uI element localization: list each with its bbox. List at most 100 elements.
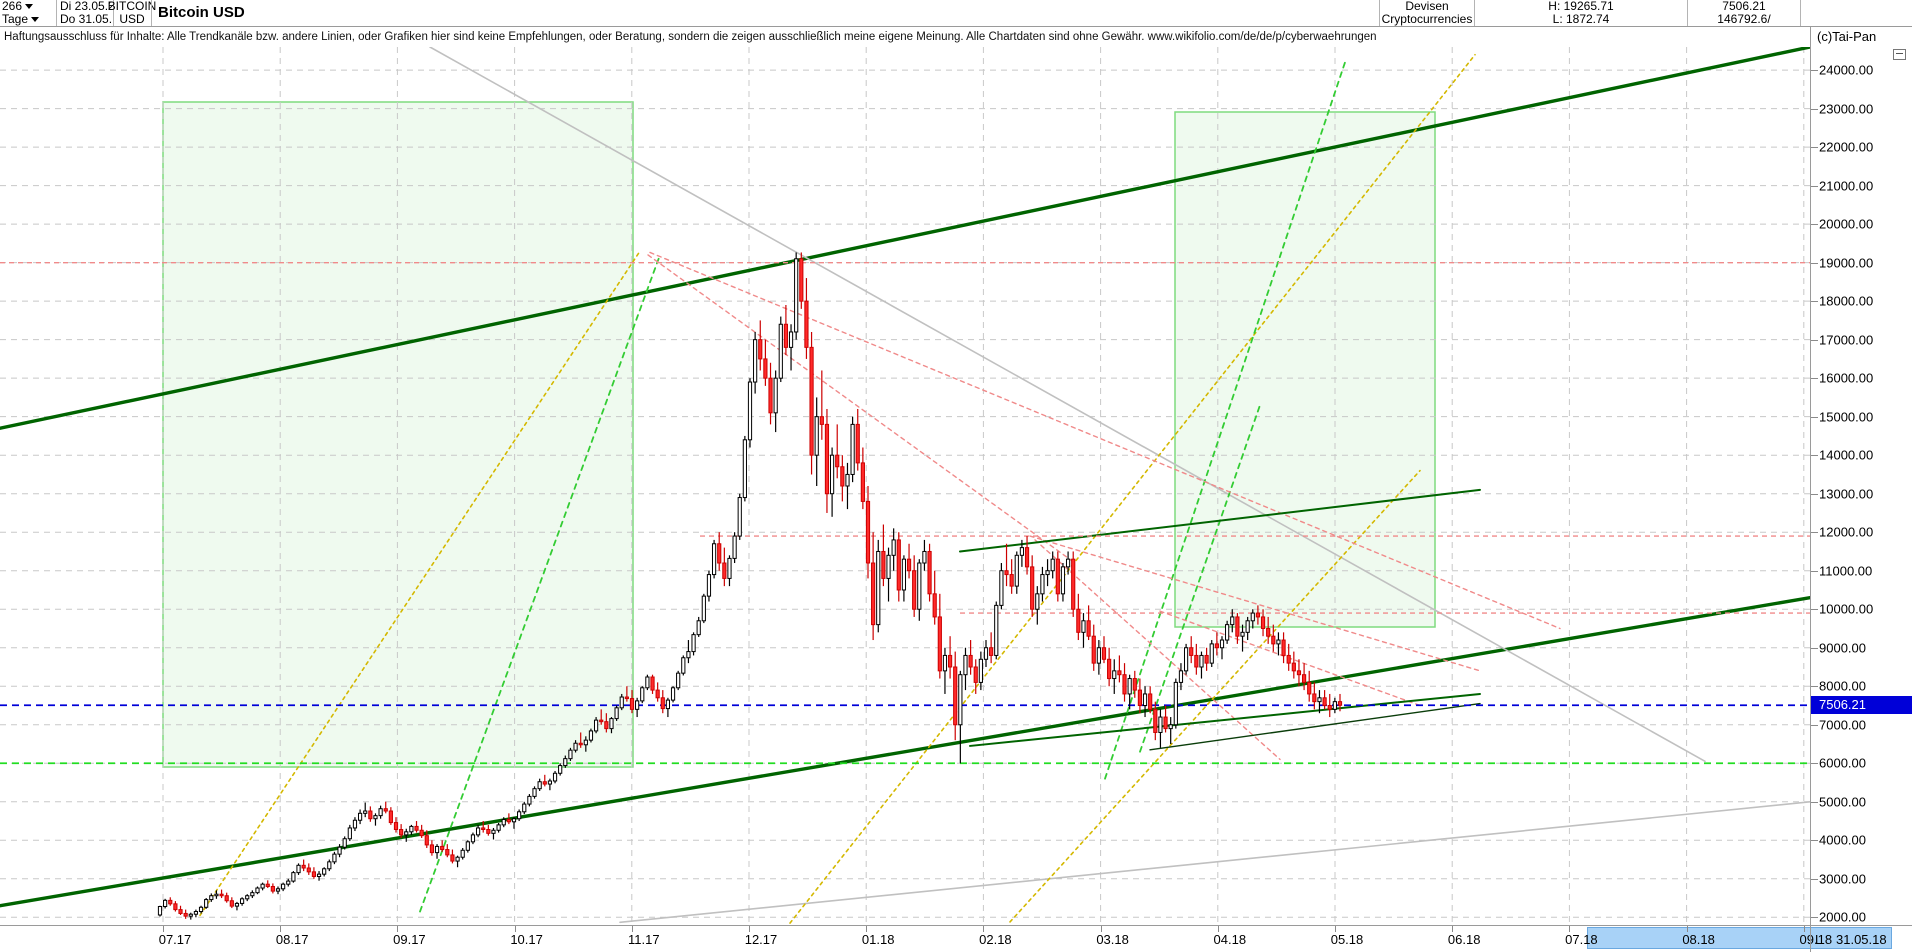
candle — [927, 543, 932, 602]
toolbar-divider — [56, 0, 57, 26]
candle-body — [737, 497, 742, 537]
candle — [917, 559, 922, 621]
candle — [1173, 678, 1178, 729]
candle — [604, 713, 609, 733]
toolbar-divider — [1379, 0, 1380, 26]
candle — [1183, 643, 1189, 675]
candle-body — [178, 909, 183, 914]
candle-body — [163, 899, 168, 908]
candle — [799, 252, 804, 309]
candle-body — [434, 845, 440, 854]
candle-body — [1250, 612, 1255, 622]
candle-body — [676, 672, 681, 689]
candle-body — [270, 885, 275, 892]
candle-body — [1004, 570, 1009, 576]
candle-body — [958, 674, 963, 726]
interval-dropdown[interactable]: Tage — [2, 13, 56, 26]
toolbar-divider — [151, 0, 152, 26]
candle-body — [1312, 693, 1317, 703]
chart-plot-area[interactable] — [0, 47, 1810, 925]
candle — [1091, 624, 1096, 671]
candle-body — [214, 893, 219, 897]
time-axis-label: 04.18 — [1213, 932, 1247, 947]
candle — [1076, 593, 1081, 641]
price-axis-label: 17000.00 — [1819, 332, 1874, 348]
candle-body — [1235, 616, 1240, 637]
forecast-zone-1 — [162, 101, 634, 768]
candle — [363, 802, 368, 818]
candle — [1117, 655, 1122, 683]
time-axis-label: 12.17 — [744, 932, 778, 947]
candle-body — [983, 647, 989, 660]
bars-count-dropdown[interactable]: 266 — [2, 0, 56, 13]
candle — [747, 378, 753, 448]
candle-body — [1122, 674, 1127, 695]
candle — [173, 901, 178, 912]
price-axis-tick — [1811, 301, 1818, 303]
date-range-group[interactable]: Di 23.05.2017 Do 31.05.2018 — [60, 0, 112, 26]
candle-body — [1137, 689, 1143, 707]
candle — [1235, 613, 1240, 644]
candle-body — [1153, 708, 1158, 733]
time-axis[interactable]: 07.17 08.17 09.17 10.17 11.17 12.17 01.18 02.18… — [0, 925, 1912, 952]
candle-body — [506, 818, 511, 823]
candle-body — [1173, 681, 1178, 726]
candle-body — [460, 849, 465, 858]
candle — [337, 844, 342, 858]
candle — [383, 801, 388, 814]
candle-body — [332, 853, 337, 863]
time-axis-tick — [866, 926, 868, 932]
chart-canvas[interactable] — [0, 47, 1810, 925]
candle-body — [1019, 547, 1025, 556]
forecast-zone-2 — [1174, 111, 1436, 628]
candle — [378, 805, 383, 819]
price-axis-tick — [1811, 878, 1818, 880]
fan-red-3 — [1029, 535, 1481, 672]
candle — [814, 397, 819, 486]
candle — [291, 871, 296, 883]
candle-body — [947, 654, 953, 668]
candle — [414, 821, 419, 833]
time-axis-selection[interactable] — [1587, 927, 1892, 949]
candle — [393, 817, 399, 833]
candle-body — [1009, 574, 1014, 587]
candle — [660, 690, 665, 714]
candle — [481, 821, 486, 833]
chevron-down-icon[interactable] — [25, 4, 34, 9]
candle — [809, 331, 814, 475]
candle-body — [573, 742, 578, 751]
candle-body — [486, 828, 491, 834]
candle — [568, 747, 573, 761]
candle — [1158, 709, 1163, 748]
candle-body — [624, 696, 629, 700]
candle-body — [347, 827, 352, 840]
axis-settings-icon[interactable] — [1893, 49, 1906, 60]
time-axis-label: 11.17 — [628, 932, 660, 947]
candle-body — [1276, 639, 1281, 645]
candle-body — [198, 906, 204, 913]
candle-body — [665, 699, 671, 710]
price-axis-tick — [1811, 147, 1818, 149]
candle — [1327, 693, 1332, 718]
candle-body — [794, 258, 799, 333]
price-axis-label: 23000.00 — [1819, 101, 1874, 117]
candle-body — [1014, 554, 1019, 587]
chevron-down-icon[interactable] — [31, 17, 40, 22]
time-axis-label: 07.17 — [158, 932, 192, 947]
time-axis-label: 02.18 — [979, 932, 1012, 947]
candle — [1009, 559, 1014, 594]
scroll-end-marker[interactable]: L — [1815, 932, 1823, 947]
bars-interval-group[interactable]: 266 Tage — [2, 0, 56, 26]
candle — [1004, 543, 1009, 587]
candle-body — [1225, 624, 1230, 641]
time-axis-label: 09.18 — [1799, 932, 1833, 947]
candle-body — [1086, 620, 1091, 637]
candle — [994, 601, 999, 660]
candle — [1312, 682, 1317, 710]
symbol-group[interactable]: BITCOIN USD — [108, 0, 157, 26]
candle-body — [711, 543, 717, 576]
candle-body — [234, 902, 240, 907]
price-axis[interactable]: (c)Tai-Pan 24000.00 23000.00 22000.00 21000… — [1810, 27, 1912, 925]
candle-body — [522, 803, 527, 813]
price-axis-label: 4000.00 — [1819, 832, 1866, 848]
